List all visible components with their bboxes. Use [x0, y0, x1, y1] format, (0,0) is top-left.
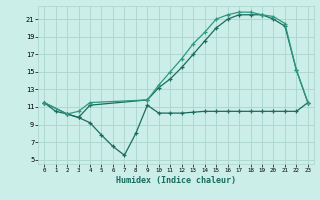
X-axis label: Humidex (Indice chaleur): Humidex (Indice chaleur) — [116, 176, 236, 185]
